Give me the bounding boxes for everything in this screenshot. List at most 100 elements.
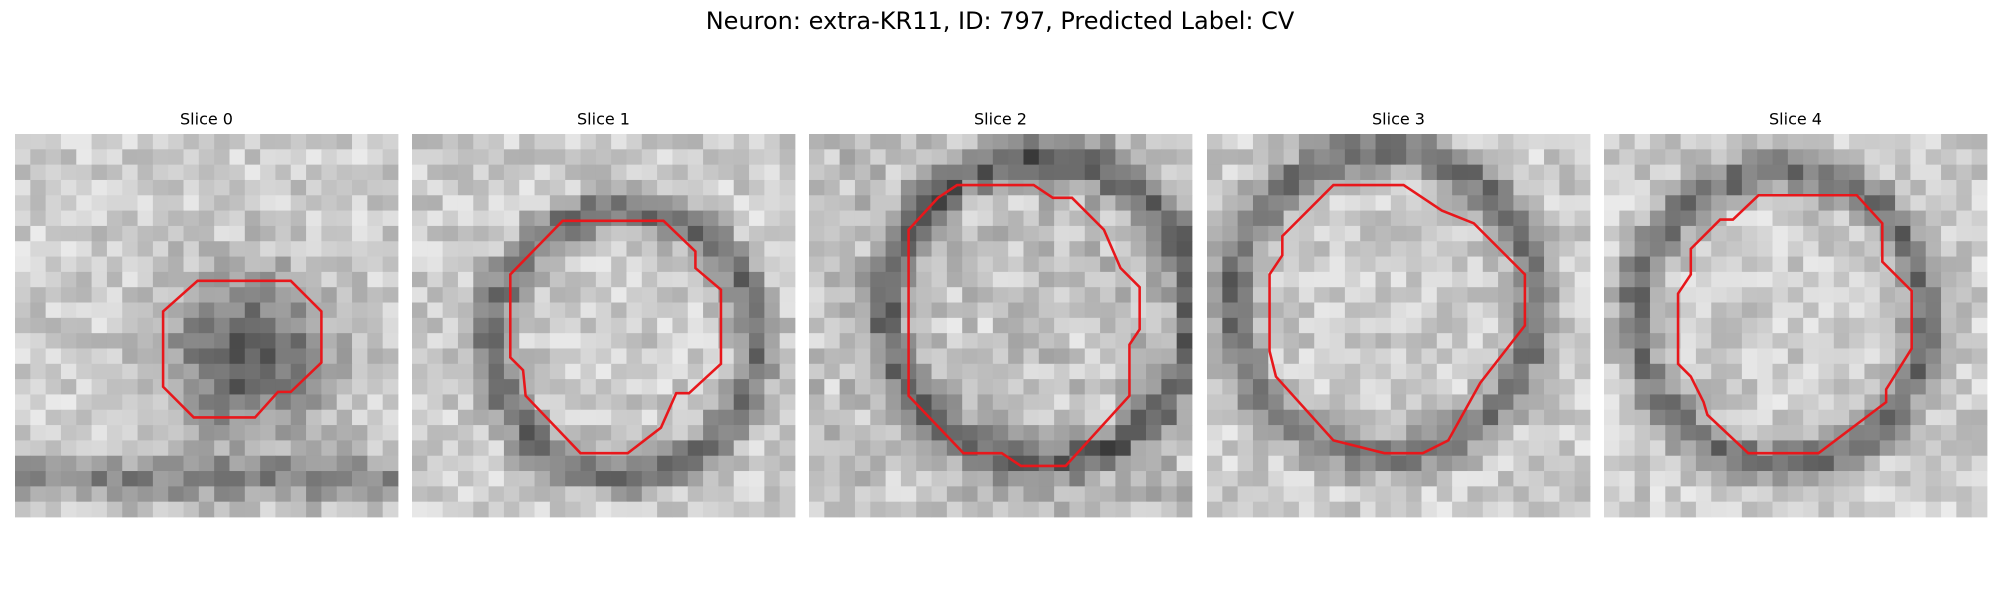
pixel	[870, 134, 886, 150]
pixel	[1803, 379, 1819, 395]
pixel	[1649, 149, 1666, 166]
pixel	[703, 455, 719, 472]
pixel	[382, 394, 399, 411]
pixel	[885, 363, 902, 380]
pixel	[946, 256, 963, 273]
pixel	[641, 210, 658, 227]
pixel	[870, 225, 886, 242]
pixel	[1207, 302, 1223, 319]
pixel	[1406, 394, 1422, 411]
pixel	[1879, 363, 1896, 380]
pixel	[641, 287, 658, 303]
pixel	[1222, 287, 1239, 303]
pixel	[749, 149, 765, 166]
pixel	[1726, 333, 1743, 349]
pixel	[1298, 425, 1315, 441]
pixel	[672, 486, 689, 503]
pixel	[1498, 425, 1514, 441]
pixel	[1649, 348, 1666, 365]
pixel	[1146, 394, 1162, 411]
pixel	[870, 256, 886, 273]
pixel	[382, 455, 399, 472]
pixel	[900, 409, 917, 426]
pixel	[1207, 394, 1223, 411]
pixel	[152, 455, 169, 472]
pixel	[565, 348, 581, 365]
pixel	[1237, 409, 1254, 426]
pixel	[749, 409, 765, 426]
pixel	[91, 379, 108, 395]
pixel	[152, 348, 169, 365]
pixel	[931, 409, 948, 426]
pixel	[1680, 225, 1697, 242]
pixel	[549, 149, 566, 166]
pixel	[45, 287, 62, 303]
pixel	[1665, 271, 1681, 288]
pixel	[1329, 302, 1346, 319]
pixel	[1222, 394, 1239, 411]
pixel	[290, 363, 307, 380]
pixel	[1237, 287, 1254, 303]
pixel	[367, 379, 384, 395]
pixel	[626, 134, 643, 150]
pixel	[91, 256, 108, 273]
pixel	[1574, 379, 1591, 395]
pixel	[1695, 149, 1712, 166]
pixel	[1833, 394, 1850, 411]
pixel	[1956, 302, 1973, 319]
pixel	[749, 425, 765, 441]
pixel	[91, 179, 108, 196]
pixel	[1146, 271, 1162, 288]
pixel	[595, 195, 612, 211]
pixel	[1360, 302, 1376, 319]
pixel	[519, 179, 535, 196]
pixel	[1146, 317, 1162, 334]
pixel	[1436, 333, 1453, 349]
pixel	[1375, 287, 1392, 303]
pixel	[1100, 134, 1116, 150]
pixel	[1452, 179, 1468, 196]
pixel	[824, 425, 841, 441]
pixel	[626, 425, 643, 441]
pixel	[839, 394, 856, 411]
pixel	[260, 149, 276, 166]
pixel	[60, 225, 77, 242]
pixel	[1207, 164, 1223, 181]
pixel	[657, 501, 673, 518]
pixel	[76, 409, 92, 426]
pixel	[1634, 149, 1651, 166]
pixel	[1772, 164, 1789, 181]
pixel	[1222, 134, 1239, 150]
pixel	[457, 164, 474, 181]
pixel	[870, 241, 886, 257]
pixel	[168, 271, 184, 288]
pixel	[1634, 256, 1651, 273]
pixel	[427, 409, 444, 426]
pixel	[1146, 179, 1162, 196]
pixel	[870, 210, 886, 227]
pixel	[641, 256, 658, 273]
pixel	[1513, 486, 1530, 503]
pixel	[1467, 179, 1484, 196]
pixel	[1360, 471, 1376, 487]
pixel	[749, 256, 765, 273]
pixel	[1604, 333, 1620, 349]
pixel	[1176, 134, 1193, 150]
pixel	[1038, 409, 1055, 426]
pixel	[1069, 425, 1086, 441]
pixel	[672, 256, 689, 273]
pixel	[152, 302, 169, 319]
pixel	[152, 440, 169, 457]
pixel	[1375, 302, 1392, 319]
pixel	[1314, 210, 1330, 227]
pixel	[1498, 256, 1514, 273]
pixel	[626, 195, 643, 211]
pixel	[1634, 379, 1651, 395]
pixel	[1146, 195, 1162, 211]
pixel	[1100, 256, 1116, 273]
pixel	[1344, 363, 1361, 380]
pixel	[1864, 195, 1881, 211]
pixel	[1634, 179, 1651, 196]
pixel	[733, 379, 750, 395]
pixel	[1910, 287, 1927, 303]
